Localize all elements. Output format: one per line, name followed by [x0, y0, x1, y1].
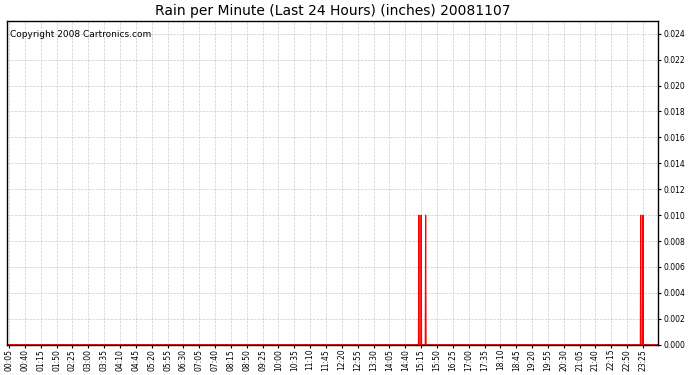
Title: Rain per Minute (Last 24 Hours) (inches) 20081107: Rain per Minute (Last 24 Hours) (inches)…: [155, 4, 511, 18]
Text: Copyright 2008 Cartronics.com: Copyright 2008 Cartronics.com: [10, 30, 151, 39]
